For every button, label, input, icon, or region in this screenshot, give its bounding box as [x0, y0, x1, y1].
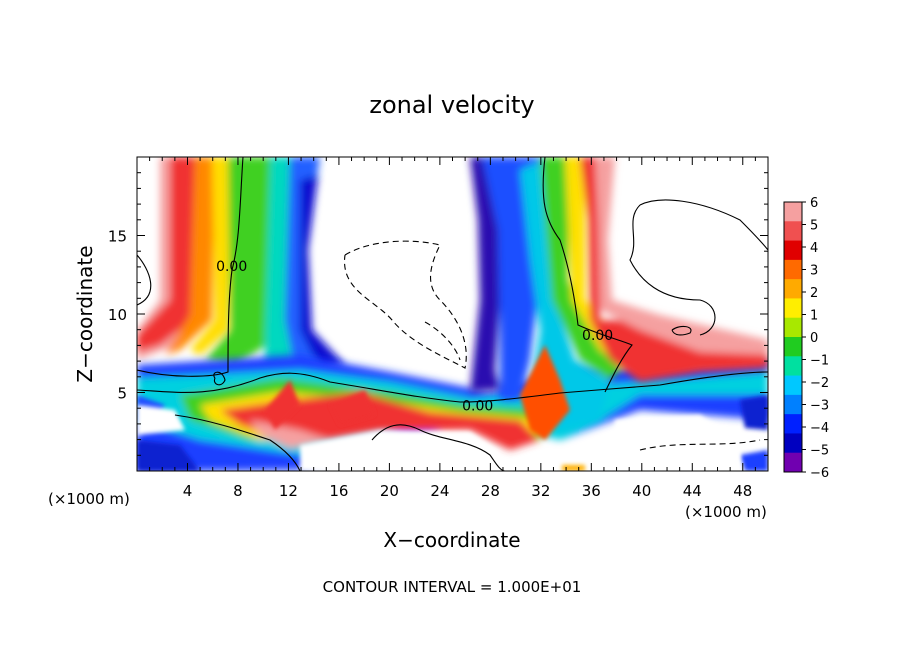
left-jet-green [205, 157, 280, 365]
left-jet-red [137, 157, 205, 352]
contour-label: 0.00 [582, 328, 613, 344]
colorbar-label: 2 [810, 286, 818, 301]
y-axis: 5 10 15 [108, 172, 768, 456]
colorbar-label: 1 [810, 309, 818, 324]
colorbar-swatch [784, 259, 802, 280]
x-tick-label: 28 [481, 482, 500, 500]
colorbar-swatch [784, 221, 802, 242]
x-tick-label: 16 [329, 482, 348, 500]
contour-lower-zero [137, 371, 768, 403]
left-spike-red [265, 380, 300, 430]
colorbar-label: 3 [810, 264, 818, 279]
colorbar-swatch [784, 394, 802, 415]
y-tick-label: 15 [108, 228, 127, 246]
contour-right-zero [542, 157, 633, 393]
colorbar-label: −4 [810, 421, 829, 436]
colorbar-swatch [784, 356, 802, 377]
colorbar-swatch [784, 202, 802, 222]
contour-labels: 0.00 0.00 0.00 [216, 259, 613, 415]
right-jet-pink [595, 157, 768, 355]
contour-left-edge [137, 254, 152, 306]
colorbar-swatch [784, 375, 802, 396]
colorbar-label: −1 [810, 354, 829, 369]
colorbar-label: 5 [810, 219, 818, 234]
bottom-yellow-blob [562, 465, 585, 471]
colorbar-swatch [784, 414, 802, 434]
contour-dashed-inner [424, 321, 461, 361]
contour-bottom-center [371, 424, 506, 471]
y-tick-label: 10 [108, 306, 127, 324]
contour-lower-zero-2 [174, 414, 301, 471]
right-jet-navy [470, 157, 500, 392]
right-jet-green [540, 157, 630, 380]
x-tick-label: 48 [733, 482, 752, 500]
colorbar-swatch [784, 317, 802, 338]
contour-label: 0.00 [216, 259, 247, 275]
contour-label: 0.00 [462, 399, 493, 415]
x-unit-right: (×1000 m) [685, 503, 767, 521]
left-jet-yellow [190, 157, 232, 355]
x-tick-label: 24 [430, 482, 449, 500]
white-gap-center [300, 430, 500, 471]
left-jet-navy [300, 175, 345, 370]
bottom-left-blue [137, 440, 200, 471]
colorbar-label: 6 [810, 196, 818, 211]
x-tick-label: 8 [233, 482, 243, 500]
x-tick-label: 20 [380, 482, 399, 500]
colorbar: 6 5 4 3 2 1 0 −1 −2 −3 −4 −5 −6 [783, 196, 829, 481]
y-tick-label: 5 [117, 385, 127, 403]
left-jet-blue [285, 157, 330, 372]
colorbar-label: 4 [810, 241, 818, 256]
x-axis-label: X−coordinate [383, 528, 520, 552]
bottom-right-blue [740, 450, 768, 471]
colorbar-label: −3 [810, 399, 829, 414]
colorbar-swatch [784, 240, 802, 261]
x-tick-label: 4 [183, 482, 193, 500]
x-tick-label: 32 [531, 482, 550, 500]
contour-interval-note: CONTOUR INTERVAL = 1.000E+01 [323, 578, 582, 596]
colorbar-swatch [784, 279, 802, 299]
right-spike-red [520, 345, 570, 440]
white-gap-right [615, 415, 740, 471]
colorbar-label: −2 [810, 376, 829, 391]
contour-right-loop [629, 199, 768, 336]
colorbar-swatch [784, 298, 802, 319]
contour-dashed-right [639, 439, 761, 451]
x-unit-left: (×1000 m) [48, 490, 130, 508]
x-tick-label: 12 [279, 482, 298, 500]
heatmap-field [137, 157, 768, 471]
left-jet-orange [165, 157, 215, 355]
y-axis-label: Z−coordinate [73, 245, 97, 382]
lower-band-pink [250, 420, 330, 448]
contour-left-zero [137, 157, 244, 377]
contour-small-loop [213, 371, 226, 386]
chart-title: zonal velocity [369, 91, 534, 119]
colorbar-label: 0 [810, 331, 818, 346]
white-gap-left [137, 405, 185, 435]
x-tick-label: 40 [632, 482, 651, 500]
contour-small-loop-right [671, 325, 692, 336]
center-spike-red [330, 390, 375, 425]
colorbar-swatch [784, 433, 802, 454]
colorbar-swatch [784, 452, 802, 473]
right-edge-blue [740, 395, 768, 430]
colorbar-label: −6 [810, 466, 829, 481]
right-jet-red [580, 157, 768, 382]
x-tick-label: 44 [683, 482, 702, 500]
x-axis: 4 8 12 16 20 24 28 32 36 40 44 48 [149, 157, 756, 500]
colorbar-label: −5 [810, 444, 829, 459]
right-jet-yellow [565, 157, 650, 372]
x-tick-label: 36 [582, 482, 601, 500]
colorbar-swatch [784, 337, 802, 357]
